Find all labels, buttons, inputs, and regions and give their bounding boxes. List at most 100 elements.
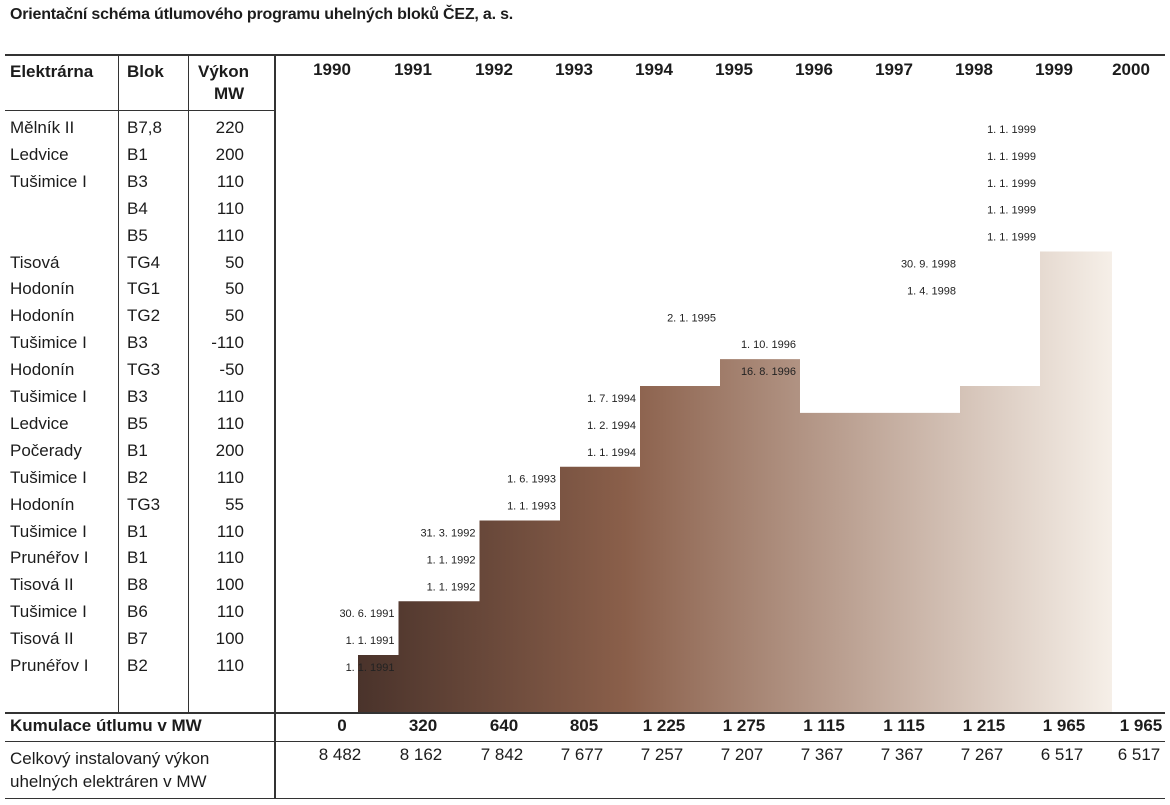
row-power: 220 xyxy=(215,118,244,137)
cumulative-value: 640 xyxy=(489,716,519,735)
shutdown-date-label: 1. 1. 1994 xyxy=(587,447,636,459)
row-power: 100 xyxy=(215,629,244,649)
shutdown-date-label: 1. 1. 1999 xyxy=(987,178,1036,190)
shutdown-date-label: 1. 7. 1994 xyxy=(587,393,636,405)
row-block: TG3 xyxy=(127,494,161,514)
row-block: B1 xyxy=(127,440,148,460)
row-power: 50 xyxy=(225,306,244,326)
row-power: 100 xyxy=(215,575,244,595)
installed-value: 7 207 xyxy=(720,745,764,764)
row-power: 110 xyxy=(216,548,244,568)
row-power: -110 xyxy=(211,333,244,353)
cumulative-label: Kumulace útlumu v MW xyxy=(10,716,202,735)
cumulative-value: 320 xyxy=(408,716,438,735)
row-power: 110 xyxy=(216,225,244,245)
installed-value: 7 267 xyxy=(960,745,1004,764)
row-plant: Tisová II xyxy=(10,629,74,649)
shutdown-date-label: 1. 1. 1999 xyxy=(987,124,1036,136)
installed-value: 8 162 xyxy=(399,745,443,764)
row-power: 50 xyxy=(225,252,244,272)
year-label: 1999 xyxy=(1035,60,1073,79)
row-plant: Hodonín xyxy=(10,494,75,514)
row-plant: Hodonín xyxy=(10,360,75,380)
column-header-block: Blok xyxy=(127,62,164,81)
year-label: 1991 xyxy=(394,60,432,79)
shutdown-area xyxy=(358,251,1119,712)
footer-mid-rule xyxy=(5,741,1165,742)
year-label: 1997 xyxy=(875,60,913,79)
column-header-power-unit: MW xyxy=(214,84,245,103)
row-plant: Tisová II xyxy=(10,575,74,595)
year-label: 2000 xyxy=(1112,60,1150,79)
row-power: 50 xyxy=(225,279,244,299)
row-power: -50 xyxy=(219,360,244,380)
row-plant: Ledvice xyxy=(10,144,69,164)
shutdown-date-label: 1. 10. 1996 xyxy=(741,339,796,351)
year-label: 1998 xyxy=(955,60,993,79)
row-power: 110 xyxy=(216,171,244,191)
row-plant: Tisová xyxy=(10,252,60,272)
shutdown-date-label: 16. 8. 1996 xyxy=(741,366,796,378)
year-label: 1994 xyxy=(635,60,673,79)
shutdown-date-label: 1. 1. 1991 xyxy=(346,662,395,674)
row-block: B3 xyxy=(127,171,148,191)
cumulative-value: 0 xyxy=(337,716,347,735)
row-power: 200 xyxy=(215,440,244,460)
installed-label-line2: uhelných elektráren v MW xyxy=(10,772,207,791)
row-block: B7 xyxy=(127,629,148,649)
year-label: 1990 xyxy=(313,60,351,79)
row-power: 110 xyxy=(216,656,244,675)
row-block: B6 xyxy=(127,602,148,622)
row-plant: Hodonín xyxy=(10,306,75,326)
row-power: 110 xyxy=(216,387,244,406)
row-block: B3 xyxy=(127,333,148,353)
row-plant: Tušimice I xyxy=(10,333,87,353)
year-label: 1995 xyxy=(715,60,753,79)
cumulative-value: 1 225 xyxy=(642,716,686,735)
column-header-power: Výkon xyxy=(198,62,250,81)
row-plant: Ledvice xyxy=(10,413,69,433)
row-block: B1 xyxy=(127,548,148,568)
row-plant: Prunéřov I xyxy=(10,548,89,568)
year-label: 1993 xyxy=(555,60,593,79)
installed-value: 7 677 xyxy=(560,745,604,764)
shutdown-date-label: 31. 3. 1992 xyxy=(420,528,475,540)
installed-value: 7 257 xyxy=(640,745,684,764)
shutdown-date-label: 1. 2. 1994 xyxy=(587,420,636,432)
row-plant: Tušimice I xyxy=(10,467,87,487)
footer-top-rule xyxy=(5,712,1165,714)
installed-value: 7 367 xyxy=(880,745,924,764)
cumulative-value: 1 965 xyxy=(1119,716,1163,735)
row-block: B3 xyxy=(127,387,148,406)
row-power: 55 xyxy=(225,494,244,514)
shutdown-date-label: 1. 1. 1991 xyxy=(346,635,395,647)
footer-bottom-rule xyxy=(5,798,1165,799)
row-block: B1 xyxy=(127,144,148,164)
shutdown-date-label: 1. 1. 1992 xyxy=(427,554,476,566)
col-divider-3 xyxy=(274,56,276,798)
cumulative-value: 1 965 xyxy=(1042,716,1086,735)
shutdown-date-label: 2. 1. 1995 xyxy=(667,312,716,324)
row-block: B4 xyxy=(127,198,148,218)
chart-title: Orientační schéma útlumového programu uh… xyxy=(10,6,514,23)
row-plant: Mělník II xyxy=(10,118,75,137)
row-block: B2 xyxy=(127,467,148,487)
installed-value: 8 482 xyxy=(318,745,362,764)
shutdown-date-label: 1. 1. 1999 xyxy=(987,232,1036,244)
row-power: 200 xyxy=(215,144,244,164)
shutdown-date-label: 1. 1. 1992 xyxy=(427,581,476,593)
row-plant: Tušimice I xyxy=(10,387,87,406)
row-block: B8 xyxy=(127,575,148,595)
header-bottom-rule xyxy=(5,110,275,111)
shutdown-date-label: 1. 1. 1999 xyxy=(987,151,1036,163)
row-block: TG2 xyxy=(127,306,161,326)
shutdown-date-label: 1. 1. 1993 xyxy=(507,501,556,513)
row-block: TG1 xyxy=(127,279,161,299)
row-power: 110 xyxy=(216,602,244,622)
row-plant: Počerady xyxy=(10,440,82,460)
row-power: 110 xyxy=(216,413,244,433)
row-block: B5 xyxy=(127,413,148,433)
shutdown-date-label: 30. 6. 1991 xyxy=(339,608,394,620)
row-block: TG4 xyxy=(127,252,161,272)
